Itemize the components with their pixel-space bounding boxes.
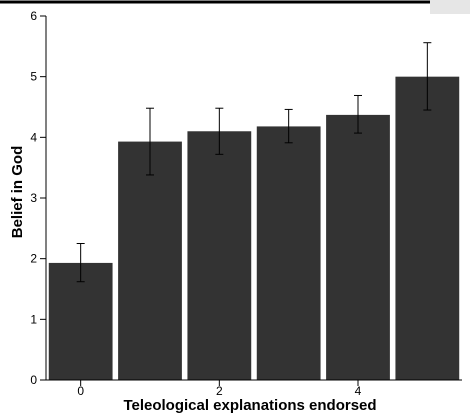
y-tick-label-2: 2 xyxy=(30,252,37,266)
x-tick-label-0: 0 xyxy=(77,384,84,398)
y-axis-ticks: 0 1 2 3 4 5 6 xyxy=(30,9,46,387)
y-tick-label-1: 1 xyxy=(30,312,37,326)
y-tick-label-5: 5 xyxy=(30,70,37,84)
y-tick-label-0: 0 xyxy=(30,373,37,387)
bars-layer xyxy=(48,76,460,381)
bar-0 xyxy=(48,262,113,380)
x-tick-label-2: 2 xyxy=(216,384,223,398)
bar-3 xyxy=(256,126,321,380)
top-right-gray-block xyxy=(430,0,470,14)
bar-5 xyxy=(395,76,460,381)
x-tick-label-4: 4 xyxy=(355,384,362,398)
y-tick-label-4: 4 xyxy=(30,130,37,144)
y-tick-label-6: 6 xyxy=(30,9,37,23)
x-axis-ticks: 0 2 4 xyxy=(77,380,362,398)
bar-4 xyxy=(326,114,390,381)
y-axis-title: Belief in God xyxy=(9,146,26,239)
bar-1 xyxy=(118,141,182,380)
bar-2 xyxy=(187,131,252,380)
error-bars-layer xyxy=(76,42,432,283)
x-axis-title: Teleological explanations endorsed xyxy=(123,397,376,413)
y-tick-label-3: 3 xyxy=(30,191,37,205)
